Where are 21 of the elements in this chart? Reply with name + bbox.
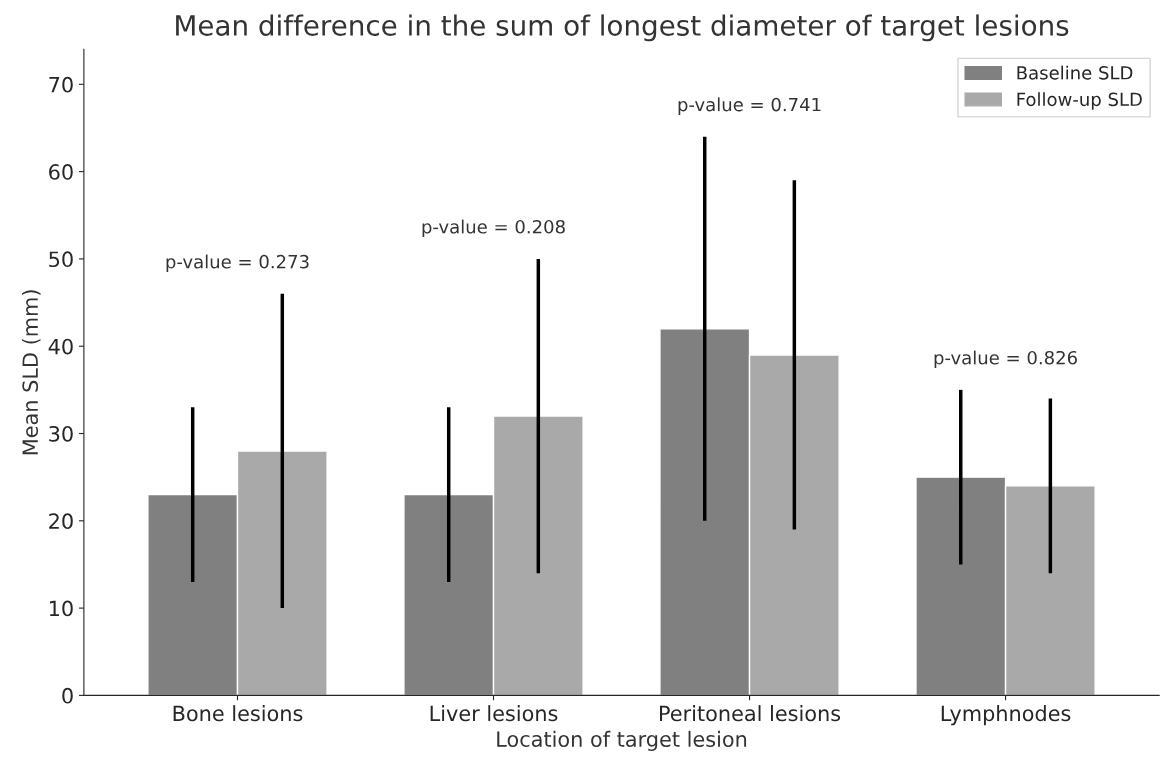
x-tick-label: Peritoneal lesions [660, 705, 841, 722]
x-tick-label: Bone lesions [173, 705, 303, 722]
annotation: p-value = 0.208 [422, 219, 565, 238]
y-tick-label: 30 [49, 425, 73, 442]
y-tick-label: 60 [49, 164, 73, 180]
y-tick-label: 40 [48, 338, 73, 355]
x-tick-label: Lymphnodes [941, 705, 1071, 726]
y-tick-label: 50 [49, 251, 73, 268]
y-tick-label: 0 [62, 687, 73, 704]
x-axis-title: Location of target lesion [497, 730, 747, 751]
y-axis-title: Mean SLD (mm) [21, 290, 41, 455]
y-tick-label: 70 [49, 76, 73, 93]
legend-label: Follow-up SLD [1017, 92, 1142, 110]
y-tick-label: 10 [49, 600, 73, 617]
annotation: p-value = 0.273 [166, 254, 309, 273]
chart-title: Mean difference in the sum of longest diameter of target lesions [176, 14, 1069, 42]
annotation: p-value = 0.826 [934, 350, 1077, 369]
legend-label: Baseline SLD [1017, 65, 1133, 80]
y-tick-label: 20 [49, 513, 73, 530]
annotation: p-value = 0.741 [678, 97, 821, 115]
x-tick-label: Liver lesions [430, 705, 558, 722]
